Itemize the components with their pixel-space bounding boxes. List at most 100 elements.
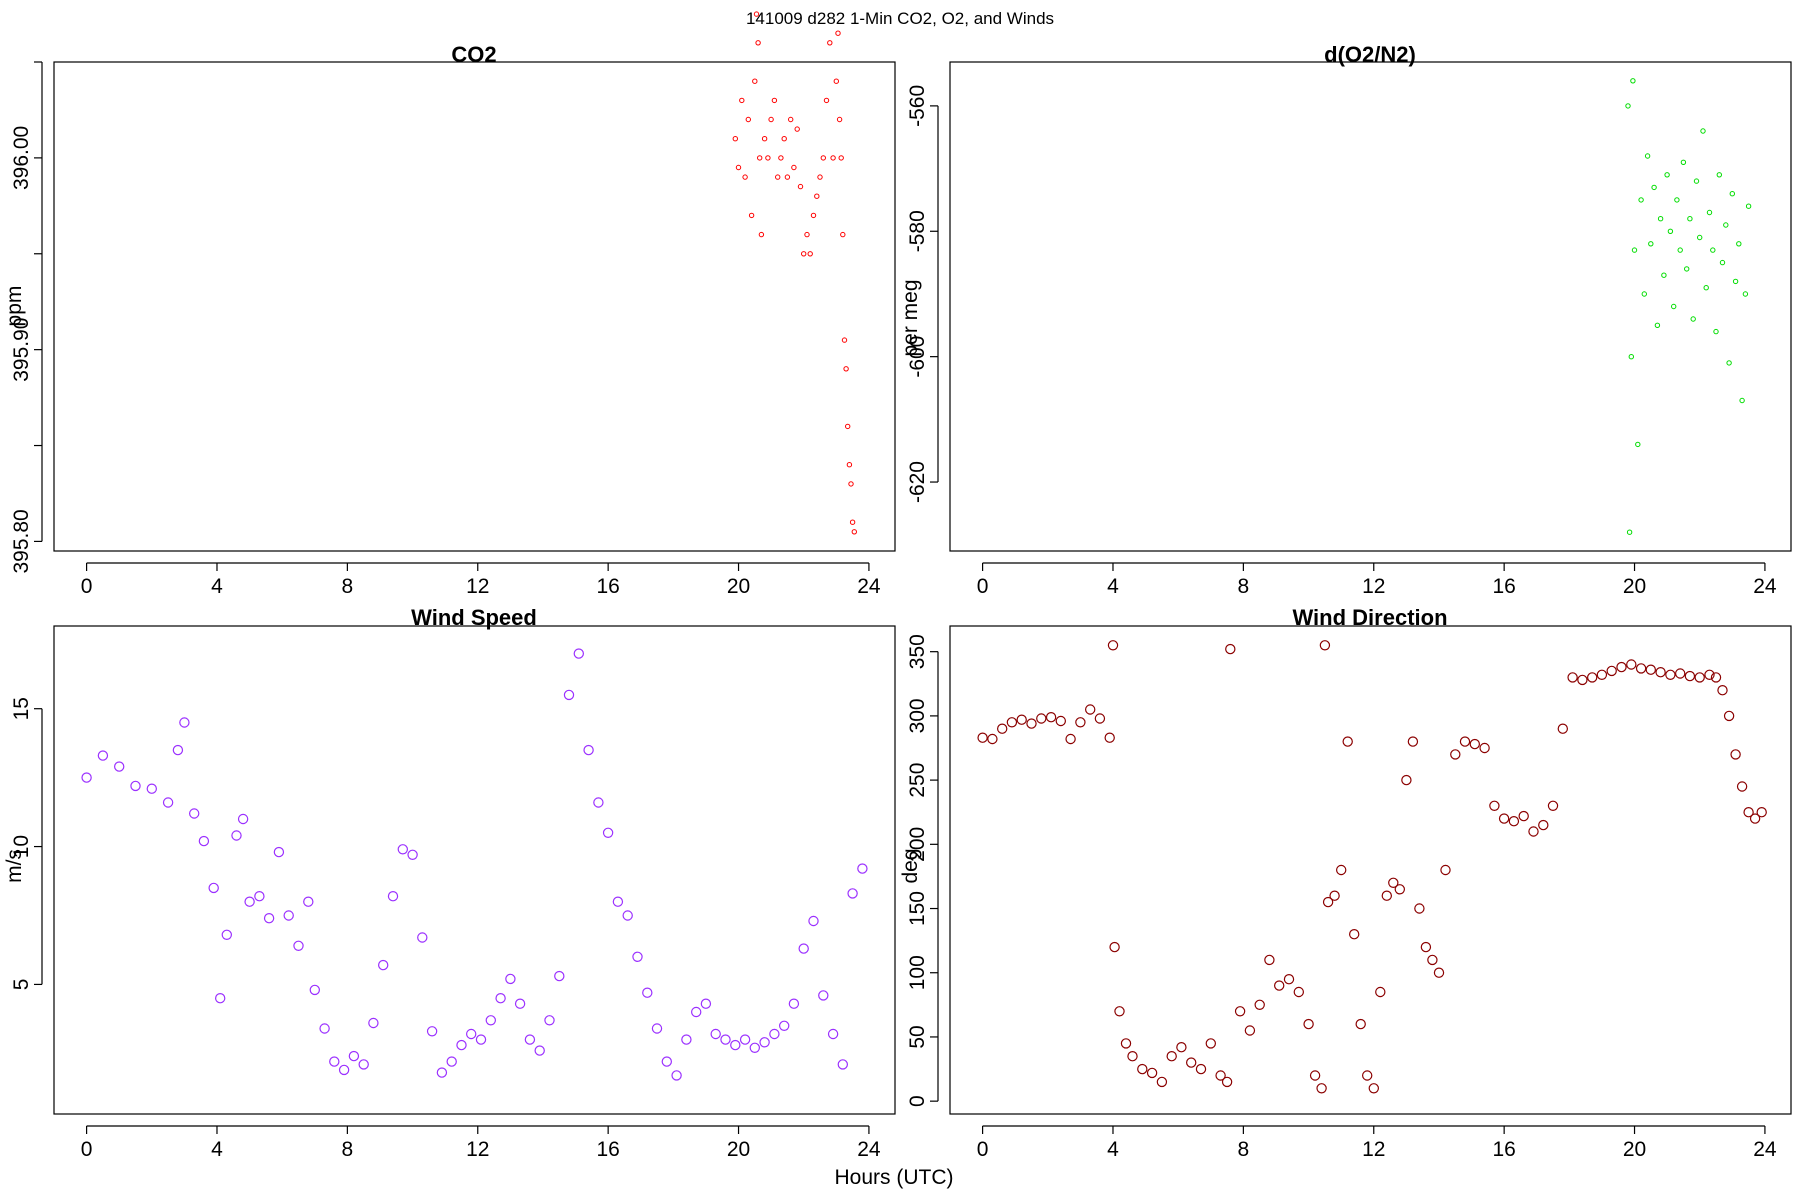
wind-direction-data-point (1006, 717, 1018, 728)
wind-speed-data-point (283, 910, 294, 921)
co2-data-point (739, 97, 745, 104)
co2-data-point (765, 155, 771, 161)
figure-xlabel: Hours (UTC) (835, 1166, 954, 1189)
wind-direction-data-point (1335, 864, 1347, 876)
wind-direction-data-point (1120, 1038, 1132, 1049)
wind-speed-title: Wind Speed (411, 605, 537, 630)
co2-data-point (846, 462, 853, 468)
figure-suptitle: 141009 d282 1-Min CO2, O2, and Winds (746, 9, 1054, 28)
wind-speed-data-point (97, 750, 109, 761)
wind-direction-y-tick-label: 350 (906, 634, 929, 669)
o2n2-x-tick-label: 0 (977, 575, 989, 598)
wind-speed-data-point (651, 1023, 663, 1034)
wind-direction-data-point (1293, 986, 1305, 998)
wind-direction-data-point (1055, 715, 1067, 727)
wind-speed-y-tick-label: 10 (10, 835, 33, 858)
wind-direction-data-point (1254, 999, 1265, 1011)
wind-speed-data-point (563, 689, 575, 701)
co2-data-point (732, 136, 738, 142)
co2-data-point (758, 231, 765, 238)
o2n2-panel: d(O2/N2) per meg 0 4 8 12 16 20 24 -620 -600 -58… (899, 42, 1792, 598)
wind-direction-plot-frame (949, 625, 1792, 1115)
wind-speed-x-axis: 0 4 8 12 16 20 24 (81, 1125, 881, 1161)
wind-direction-data-point (1626, 659, 1637, 670)
wind-speed-data-point (827, 1028, 839, 1040)
wind-speed-data-point (818, 990, 829, 1001)
wind-direction-y-tick-label: 250 (906, 763, 929, 798)
co2-y-tick-label: 396.00 (10, 126, 33, 190)
wind-speed-data-point (338, 1064, 350, 1076)
o2n2-data-point (1710, 247, 1716, 253)
wind-speed-data-point (847, 888, 858, 899)
co2-data-point (775, 174, 781, 180)
o2n2-data-point (1641, 291, 1648, 297)
wind-direction-data-point (1283, 974, 1295, 985)
co2-data-point (814, 193, 820, 199)
wind-speed-data-point (857, 863, 868, 874)
wind-direction-data-point (1479, 742, 1490, 754)
wind-speed-data-point (622, 910, 633, 921)
wind-speed-data-point (759, 1037, 770, 1048)
wind-speed-data-point (146, 783, 157, 794)
o2n2-title: d(O2/N2) (1324, 42, 1416, 67)
co2-data-point (748, 212, 755, 219)
o2n2-data-point (1628, 354, 1635, 360)
co2-data-point (753, 11, 760, 17)
wind-direction-panel: Wind Direction deg 0 4 8 12 16 20 24 0 50 100 150… (899, 605, 1792, 1161)
wind-speed-data-point (485, 1015, 496, 1026)
wind-direction-data-point (1407, 736, 1419, 747)
o2n2-data-point (1638, 197, 1644, 203)
co2-data-point (810, 212, 817, 219)
wind-speed-data-point (214, 993, 226, 1004)
wind-direction-data-point (1586, 672, 1598, 683)
wind-direction-data-point (1704, 669, 1715, 681)
co2-x-tick-label: 8 (342, 575, 354, 598)
wind-direction-x-tick-label: 8 (1238, 1138, 1250, 1161)
wind-direction-data-point (1361, 1070, 1373, 1081)
wind-speed-y-tick-label: 15 (10, 697, 33, 720)
wind-speed-data-point (368, 1017, 379, 1029)
wind-speed-data-point (293, 940, 304, 952)
wind-direction-data-point (1538, 819, 1549, 831)
wind-direction-data-point (1195, 1063, 1207, 1075)
co2-x-tick-label: 0 (81, 575, 93, 598)
co2-x-tick-label: 20 (727, 575, 750, 598)
wind-direction-data-point (1045, 712, 1057, 723)
wind-direction-data-point (1176, 1041, 1187, 1053)
wind-speed-data-point (583, 744, 594, 756)
wind-speed-data-point (446, 1056, 457, 1067)
wind-speed-data-point (387, 891, 399, 902)
wind-direction-data-point (1264, 954, 1275, 966)
co2-data-point (849, 519, 856, 525)
wind-direction-x-tick-label: 4 (1107, 1138, 1119, 1161)
wind-direction-data-point (1749, 813, 1761, 824)
wind-direction-data-point (1394, 884, 1406, 895)
wind-direction-y-tick-label: 150 (906, 891, 929, 926)
o2n2-data-point (1631, 247, 1638, 253)
wind-direction-data-point (1717, 685, 1728, 696)
wind-direction-y-tick-label: 200 (906, 827, 929, 862)
wind-direction-data-point (1065, 733, 1076, 745)
wind-speed-data-point (309, 984, 320, 996)
o2n2-data-point (1630, 78, 1636, 84)
wind-direction-data-point (1469, 738, 1481, 750)
wind-speed-data-point (544, 1015, 555, 1026)
o2n2-data-point (1726, 360, 1732, 366)
wind-direction-data-point (1322, 896, 1334, 908)
wind-speed-data-point (319, 1023, 330, 1034)
o2n2-data-point (1657, 216, 1664, 222)
wind-direction-data-point (977, 732, 988, 743)
co2-data-point (784, 174, 791, 180)
wind-direction-data-point (1026, 718, 1037, 729)
wind-direction-data-point (1730, 749, 1741, 760)
o2n2-y-tick-label: -620 (906, 461, 929, 503)
o2n2-data-point (1706, 209, 1713, 216)
co2-x-axis: 0 4 8 12 16 20 24 (81, 562, 881, 598)
wind-direction-data-point (1215, 1070, 1226, 1081)
o2n2-data-point (1661, 272, 1667, 278)
wind-direction-data-point (1420, 941, 1432, 953)
wind-speed-data-point (244, 896, 255, 907)
co2-data-point (755, 40, 761, 46)
wind-direction-y-tick-label: 50 (906, 1025, 929, 1048)
wind-direction-data-point (1109, 941, 1120, 953)
